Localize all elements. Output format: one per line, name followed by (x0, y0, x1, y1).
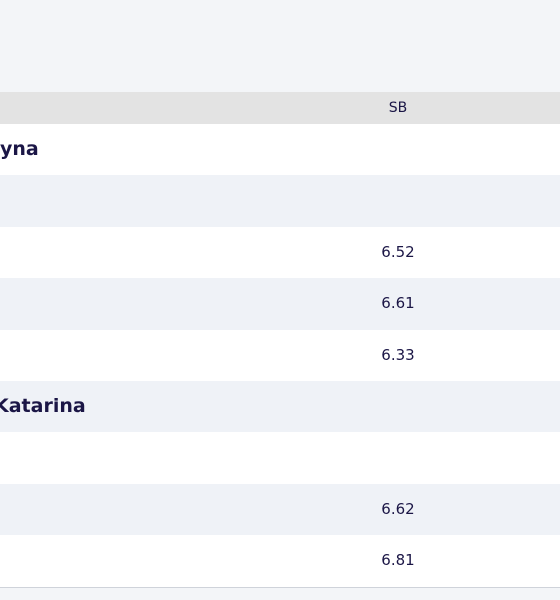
sb-value: 6.61 (381, 294, 415, 313)
table-row: 6.33 (0, 329, 560, 381)
group-name: Katarina (0, 395, 86, 417)
table-header: SB (0, 92, 560, 124)
top-area (0, 0, 560, 92)
table-row: yna (0, 124, 560, 176)
sb-value: 6.52 (381, 242, 415, 261)
sb-value: 6.81 (381, 551, 415, 570)
table-row: Katarina (0, 381, 560, 433)
column-header: SB (388, 100, 408, 116)
table-row (0, 175, 560, 227)
group-name: yna (0, 138, 39, 160)
table-row: 6.81 (0, 535, 560, 587)
table-row (0, 432, 560, 484)
table-bottom (0, 586, 560, 600)
table-row: 6.52 (0, 226, 560, 279)
table-row: 6.61 (0, 278, 560, 330)
sb-value: 6.62 (381, 499, 415, 518)
sb-value: 6.33 (381, 345, 415, 364)
table-row: 6.62 (0, 483, 560, 536)
